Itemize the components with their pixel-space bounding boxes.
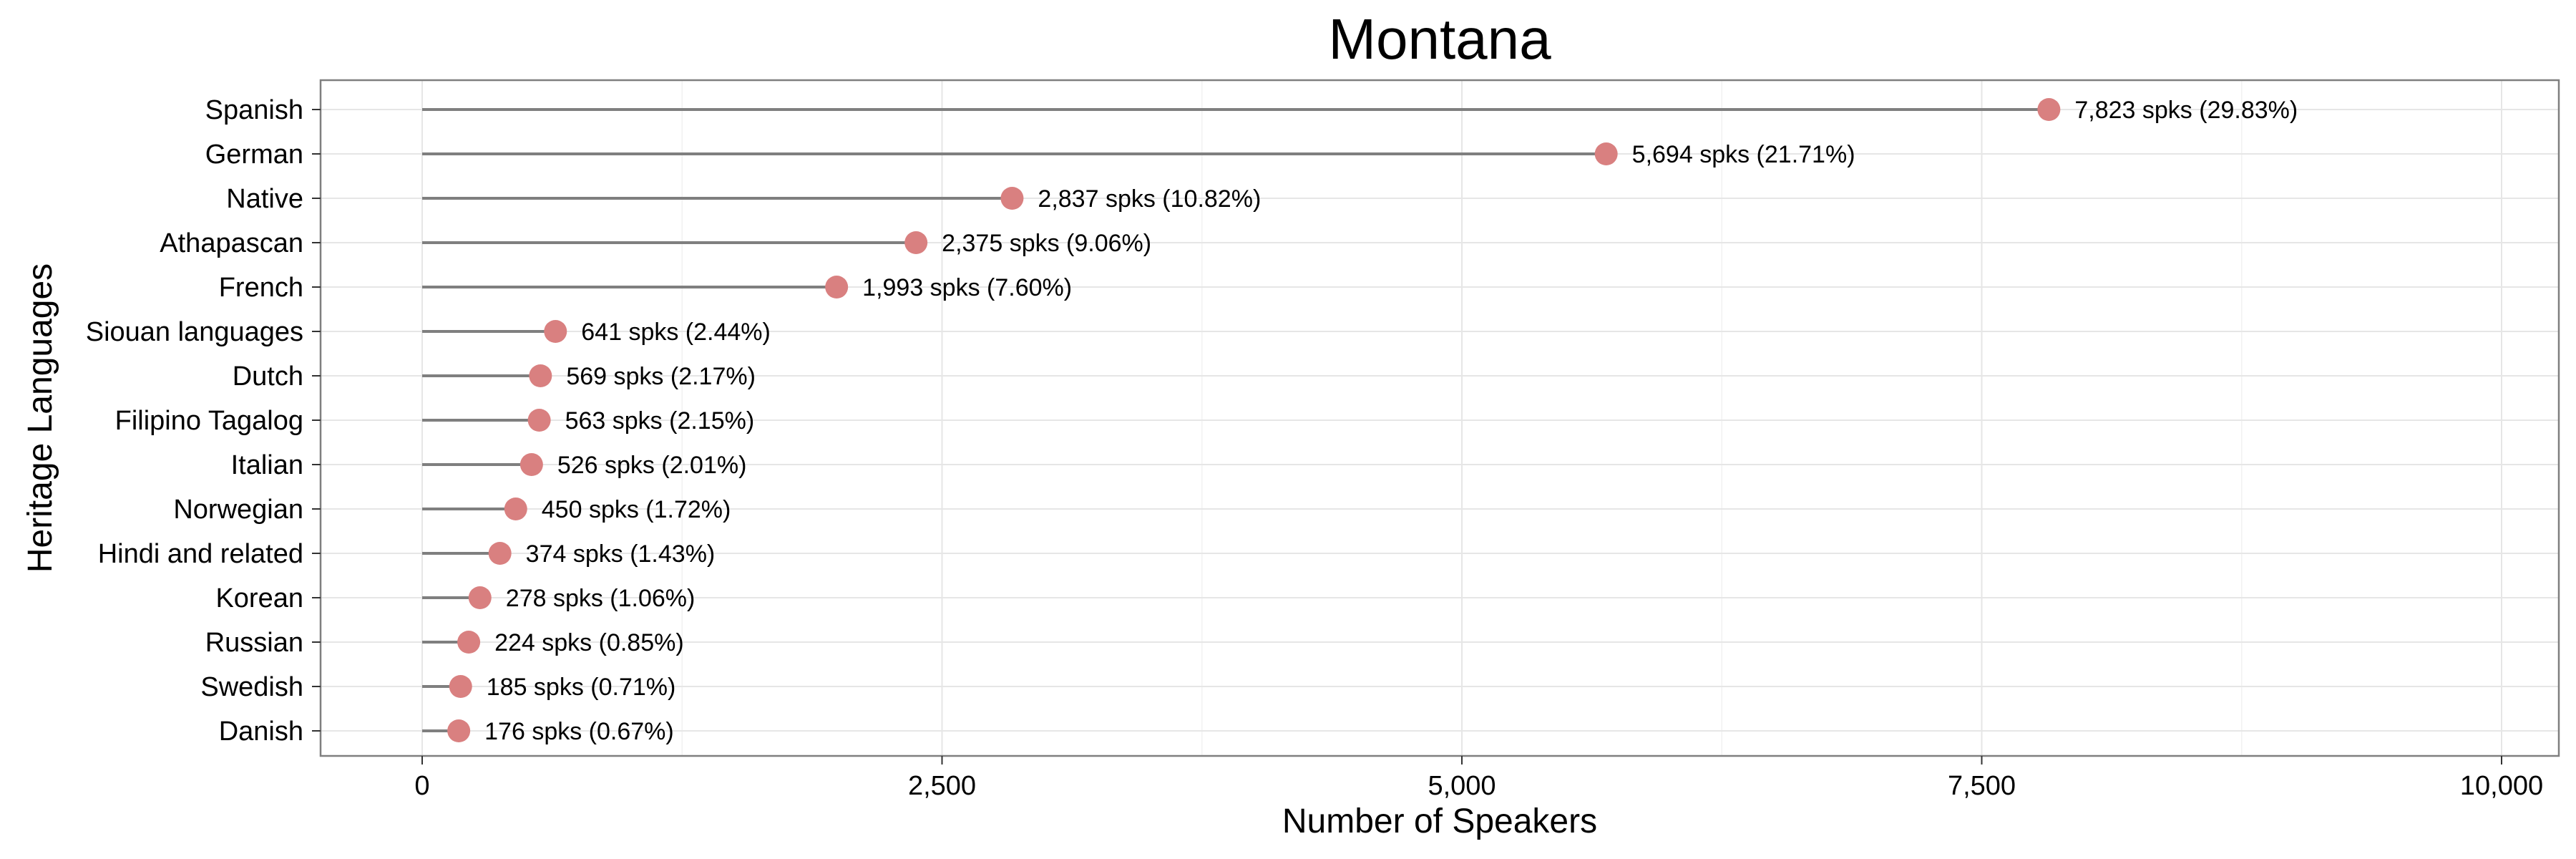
y-tick-label: Norwegian xyxy=(173,495,303,525)
x-tick-label: 0 xyxy=(414,771,429,801)
y-tick-label: Filipino Tagalog xyxy=(115,406,303,436)
data-label: 2,375 spks (9.06%) xyxy=(942,230,1151,257)
data-label: 1,993 spks (7.60%) xyxy=(862,274,1072,301)
y-tick-label: Hindi and related xyxy=(98,539,303,569)
x-tick-label: 2,500 xyxy=(908,771,976,801)
y-tick-label: French xyxy=(219,273,303,303)
lollipop-point xyxy=(457,631,481,654)
data-label: 278 spks (1.06%) xyxy=(506,585,696,612)
y-tick-label: Athapascan xyxy=(160,228,303,258)
data-label: 450 spks (1.72%) xyxy=(542,496,731,523)
data-label: 374 spks (1.43%) xyxy=(526,540,716,568)
data-label: 224 spks (0.85%) xyxy=(494,629,684,656)
y-tick-label: Swedish xyxy=(200,672,303,702)
lollipop-point xyxy=(527,409,551,432)
y-axis-title: Heritage Languages xyxy=(21,263,59,573)
y-tick-label: Danish xyxy=(219,717,303,747)
data-label: 5,694 spks (21.71%) xyxy=(1632,141,1855,168)
data-label: 176 spks (0.67%) xyxy=(484,718,674,745)
lollipop-point xyxy=(488,542,512,565)
lollipop-point xyxy=(825,276,849,299)
y-tick-label: German xyxy=(205,140,303,170)
y-tick-label: Siouan languages xyxy=(86,317,303,347)
y-tick-label: Italian xyxy=(231,450,303,480)
x-tick-label: 5,000 xyxy=(1428,771,1496,801)
chart-title: Montana xyxy=(1328,7,1551,71)
axis-layer: Spanish German Native Athapascan French Sioua… xyxy=(86,95,2543,801)
lollipop-point xyxy=(544,320,567,343)
y-tick-label: Native xyxy=(226,184,303,214)
lollipop-point xyxy=(1000,187,1024,210)
x-axis-title: Number of Speakers xyxy=(1282,802,1597,840)
y-tick-label: Dutch xyxy=(233,361,303,392)
data-label: 563 spks (2.15%) xyxy=(565,407,755,435)
data-label: 526 spks (2.01%) xyxy=(557,452,747,479)
data-label: 569 spks (2.17%) xyxy=(566,363,756,390)
lollipop-point xyxy=(904,231,928,254)
lollipop-point xyxy=(468,586,492,609)
lollipop-point xyxy=(529,364,552,387)
lollipop-point xyxy=(504,498,527,520)
marks-layer: 7,823 spks (29.83%) 5,694 spks (21.71%) 2,… xyxy=(422,97,2298,745)
lollipop-point xyxy=(2037,98,2061,121)
lollipop-point xyxy=(447,719,471,742)
y-tick-label: Russian xyxy=(205,628,303,658)
data-label: 185 spks (0.71%) xyxy=(487,674,676,701)
data-label: 641 spks (2.44%) xyxy=(581,319,771,346)
x-tick-label: 10,000 xyxy=(2460,771,2543,801)
plot-panel-border xyxy=(319,79,2560,757)
y-tick-label: Korean xyxy=(215,583,303,613)
lollipop-point xyxy=(519,453,543,476)
x-tick-label: 7,500 xyxy=(1948,771,2016,801)
lollipop-point xyxy=(1594,142,1618,165)
data-label: 2,837 spks (10.82%) xyxy=(1038,185,1261,213)
y-tick-label: Spanish xyxy=(205,95,303,125)
lollipop-point xyxy=(449,675,472,698)
data-label: 7,823 spks (29.83%) xyxy=(2074,97,2298,124)
